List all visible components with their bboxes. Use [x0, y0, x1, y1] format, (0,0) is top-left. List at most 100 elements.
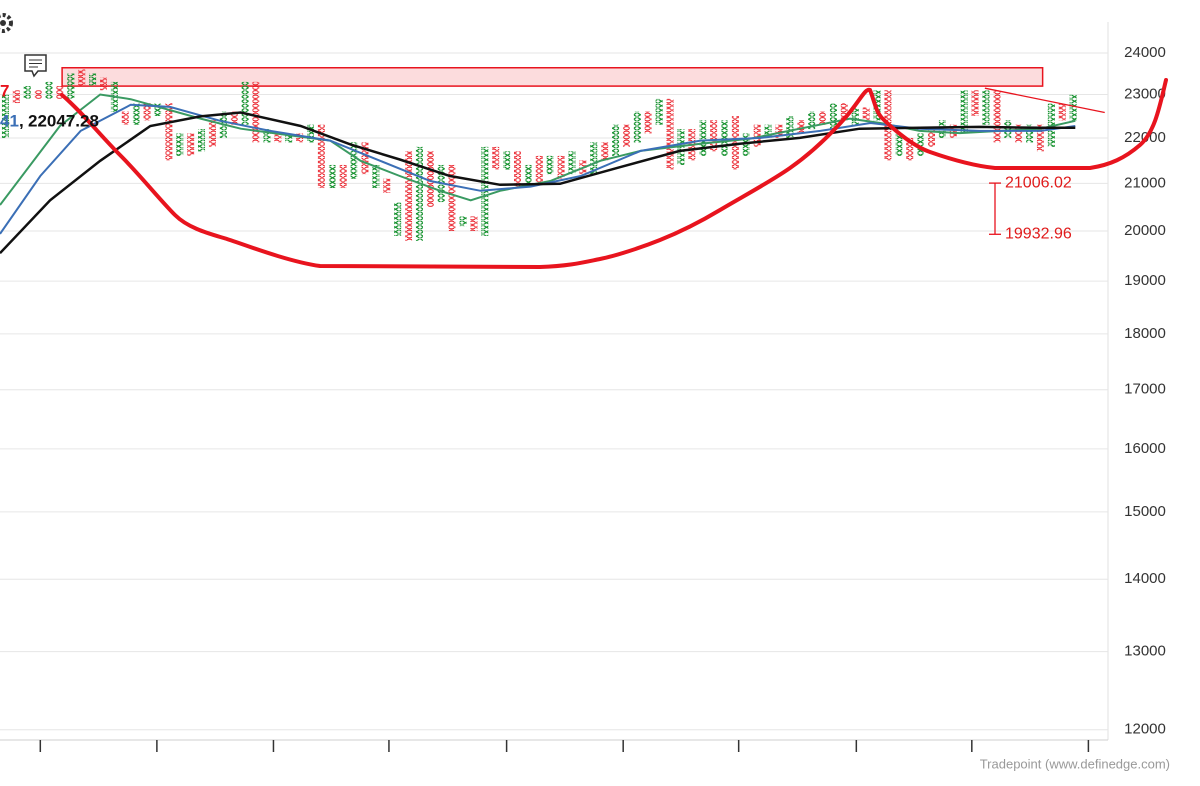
o-column [12, 90, 20, 104]
y-tick-label: 15000 [1124, 503, 1166, 520]
x-column [415, 146, 423, 241]
o-column [819, 111, 827, 125]
x-column [568, 151, 576, 175]
x-column [263, 129, 271, 143]
o-column [557, 155, 565, 179]
o-column [34, 90, 42, 99]
o-column [622, 124, 630, 147]
o-column [121, 111, 129, 125]
o-column [208, 120, 216, 147]
x-column [1026, 124, 1034, 143]
y-tick-label: 14000 [1124, 570, 1166, 587]
y-tick-label: 18000 [1124, 325, 1166, 342]
x-column [89, 73, 97, 87]
x-column [176, 133, 184, 156]
o-column [317, 124, 325, 189]
settings-icon[interactable] [0, 13, 13, 33]
o-column [644, 111, 652, 134]
resistance-zone [61, 66, 1044, 87]
o-column [405, 151, 413, 241]
trendline [984, 87, 1105, 114]
y-tick-label: 12000 [1124, 721, 1166, 738]
moving-average-line [0, 111, 1076, 255]
x-column [764, 124, 772, 138]
x-column [808, 111, 816, 130]
y-tick-label: 24000 [1124, 44, 1166, 61]
o-column [296, 133, 304, 143]
o-column [56, 86, 64, 99]
x-column [895, 133, 903, 156]
o-column [971, 90, 979, 117]
x-column [350, 142, 358, 179]
y-tick-label: 23000 [1124, 86, 1166, 103]
grid: 12000 13000 14000 15000 16000 17000 18000 19000… [0, 44, 1166, 752]
level-label: 21006.02 [1005, 174, 1072, 191]
o-column [535, 155, 543, 184]
x-column [742, 133, 750, 156]
x-column [851, 107, 859, 125]
x-column [285, 133, 293, 143]
x-column [394, 202, 402, 236]
x-column [655, 98, 663, 125]
o-column [339, 164, 347, 189]
watermark: Tradepoint (www.definedge.com) [980, 756, 1170, 771]
x-column [1069, 94, 1077, 121]
x-column [154, 103, 162, 117]
x-column [546, 155, 554, 175]
y-tick-label: 13000 [1124, 643, 1166, 660]
o-column [492, 146, 500, 170]
x-column [982, 90, 990, 125]
o-column [274, 133, 282, 143]
x-column [829, 103, 837, 130]
x-column [590, 142, 598, 175]
y-tick-label: 16000 [1124, 440, 1166, 457]
o-column [797, 120, 805, 134]
o-column [383, 178, 391, 193]
o-column [1058, 103, 1066, 121]
x-column [307, 124, 315, 143]
o-column [993, 90, 1001, 143]
x-column [960, 90, 968, 134]
x-column [721, 120, 729, 156]
x-column [328, 164, 336, 189]
moving-average-line [0, 103, 1076, 235]
x-column [241, 81, 249, 125]
o-column [775, 124, 783, 138]
o-column [230, 111, 238, 125]
comment-icon[interactable] [24, 54, 47, 78]
x-column [372, 164, 380, 189]
x-column [612, 124, 620, 156]
x-column [459, 216, 467, 227]
o-column [949, 124, 957, 138]
o-column [426, 151, 434, 207]
x-column [1047, 103, 1055, 147]
x-column [132, 103, 140, 125]
x-column [1004, 120, 1012, 138]
o-column [840, 103, 848, 121]
o-column [100, 77, 108, 91]
o-column [731, 116, 739, 170]
y-tick-label: 19000 [1124, 272, 1166, 289]
x-column [786, 116, 794, 138]
o-column [1036, 124, 1044, 152]
ma-readout: 7 [0, 81, 9, 100]
o-column [514, 151, 522, 189]
x-column [198, 129, 206, 152]
o-column [710, 120, 718, 152]
x-column [45, 81, 53, 99]
y-tick-label: 21000 [1124, 174, 1166, 191]
x-column [67, 73, 75, 99]
x-column [917, 133, 925, 156]
o-column [666, 98, 674, 170]
y-tick-label: 17000 [1124, 381, 1166, 398]
o-column [361, 142, 369, 175]
y-tick-label: 20000 [1124, 222, 1166, 239]
x-column [503, 151, 511, 170]
drawn-cup-curve [60, 78, 1168, 270]
level-label: 19932.96 [1005, 226, 1072, 243]
o-column [601, 142, 609, 161]
o-column [753, 124, 761, 147]
o-column [78, 69, 86, 87]
